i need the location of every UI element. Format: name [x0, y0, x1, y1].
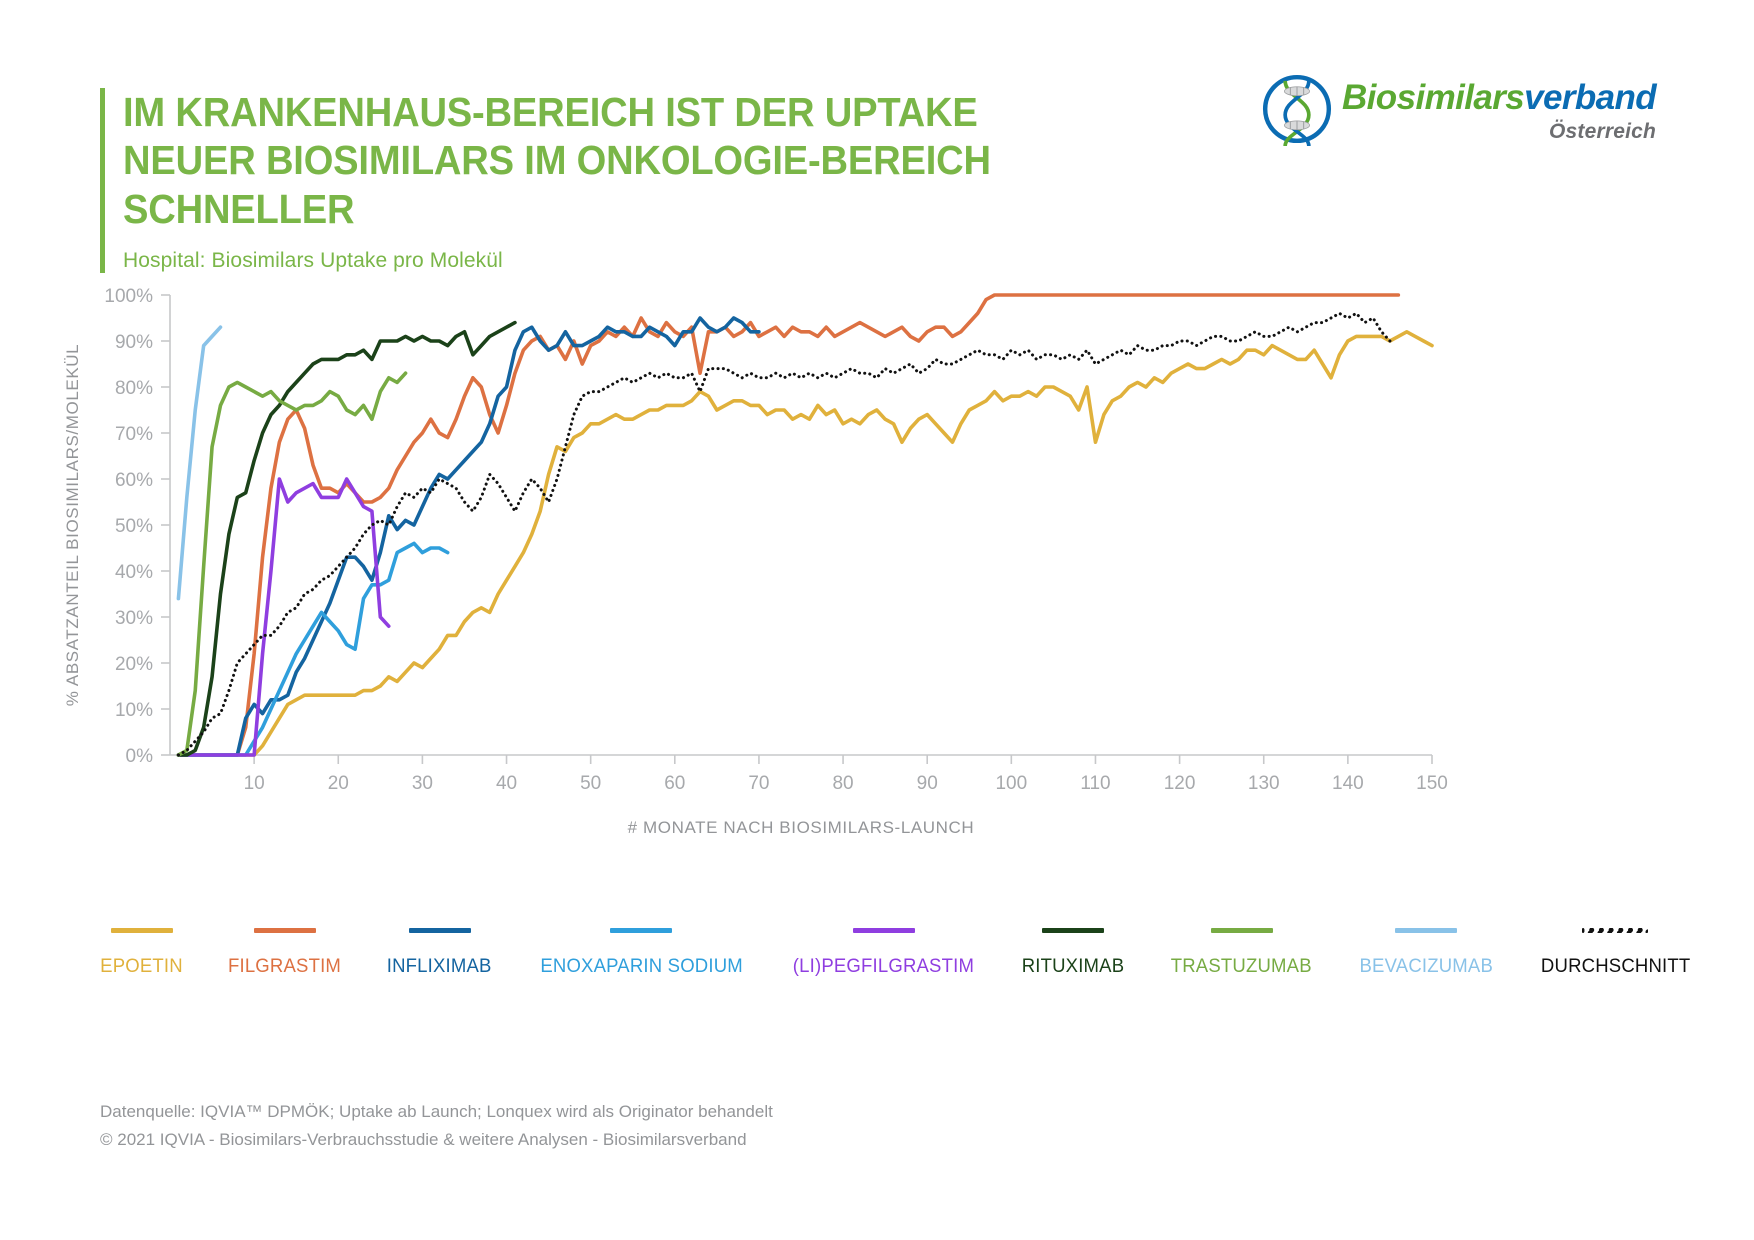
series-line-rituximab — [176, 320, 517, 757]
svg-text:110: 110 — [1080, 773, 1110, 794]
legend-item-trastuzumab[interactable]: TRASTUZUMAB — [1165, 928, 1317, 978]
legend-label-enoxaparin-sodium: ENOXAPARIN SODIUM — [540, 955, 743, 977]
svg-text:100%: 100% — [104, 286, 153, 307]
y-axis-tick-labels: 0% 10% 20% 30% 40% 50% 60% 70% 80% 90% 100% — [104, 286, 153, 767]
legend-item-enoxaparin-sodium[interactable]: ENOXAPARIN SODIUM — [533, 928, 750, 978]
logo-word-biosimilars: Biosimilars — [1342, 78, 1525, 117]
legend-item-epoetin[interactable]: EPOETIN — [96, 928, 187, 978]
y-axis-title: % ABSATZANTEIL BIOSIMILARS/MOLEKÜL — [63, 344, 82, 706]
svg-text:20: 20 — [328, 773, 349, 794]
legend-swatch-bevacizumab — [1395, 928, 1458, 933]
legend-label-rituximab: RITUXIMAB — [1021, 955, 1125, 977]
svg-text:130: 130 — [1248, 773, 1280, 794]
series-line-epoetin — [176, 330, 1434, 757]
svg-text:10%: 10% — [115, 700, 153, 721]
x-axis-tick-labels: 10 20 30 40 50 60 70 80 90 100 110 120 130 140 150 — [244, 773, 1448, 794]
legend-item-filgrastim[interactable]: FILGRASTIM — [223, 928, 346, 978]
svg-text:100: 100 — [995, 773, 1027, 794]
svg-text:0%: 0% — [126, 746, 154, 767]
x-axis-title: # MONATE NACH BIOSIMILARS-LAUNCH — [628, 818, 975, 837]
logo-text: Biosimilarsverband Österreich — [1342, 72, 1657, 144]
page-subtitle: Hospital: Biosimilars Uptake pro Molekül — [123, 249, 503, 273]
svg-text:140: 140 — [1332, 773, 1364, 794]
line-chart: 0% 10% 20% 30% 40% 50% 60% 70% 80% 90% 100% 10 20 30… — [63, 286, 1448, 837]
y-axis-tick-marks — [161, 294, 170, 756]
legend-swatch-trastuzumab — [1210, 928, 1273, 933]
svg-text:90: 90 — [917, 773, 938, 794]
svg-text:10: 10 — [244, 773, 265, 794]
logo-subtitle: Österreich — [1549, 120, 1657, 143]
svg-text:30%: 30% — [115, 608, 153, 629]
series-line-filgrastim — [176, 293, 1401, 757]
legend-swatch-durchschnitt — [1582, 928, 1649, 933]
footer: Datenquelle: IQVIA™ DPMÖK; Uptake ab Lau… — [100, 1098, 773, 1154]
footer-source-line: Datenquelle: IQVIA™ DPMÖK; Uptake ab Lau… — [100, 1102, 773, 1121]
legend-label-bevacizumab: BEVACIZUMAB — [1359, 955, 1494, 977]
logo: Biosimilarsverband Österreich — [1260, 72, 1657, 146]
legend-item-li-pegfilgrastim[interactable]: (LI)PEGFILGRASTIM — [786, 928, 981, 978]
chart-legend: EPOETIN FILGRASTIM INFLIXIMAB ENOXAPARIN SO… — [96, 928, 1696, 978]
svg-text:90%: 90% — [115, 332, 153, 353]
series-line-enoxaparin-sodium — [176, 541, 450, 757]
svg-text:20%: 20% — [115, 654, 153, 675]
logo-wordmark: Biosimilarsverband — [1342, 78, 1657, 117]
legend-label-li-pegfilgrastim: (LI)PEGFILGRASTIM — [793, 955, 975, 977]
page-title: IM KRANKENHAUS-BEREICH IST DER UPTAKE NE… — [123, 89, 991, 232]
legend-swatch-epoetin — [110, 928, 173, 933]
svg-text:40: 40 — [496, 773, 517, 794]
svg-text:70: 70 — [748, 773, 769, 794]
legend-item-infliximab[interactable]: INFLIXIMAB — [382, 928, 496, 978]
svg-text:50: 50 — [580, 773, 601, 794]
legend-swatch-enoxaparin-sodium — [610, 928, 673, 933]
legend-item-bevacizumab[interactable]: BEVACIZUMAB — [1354, 928, 1499, 978]
svg-text:40%: 40% — [115, 562, 153, 583]
svg-text:60: 60 — [664, 773, 685, 794]
legend-swatch-infliximab — [408, 928, 471, 933]
legend-item-durchschnitt[interactable]: DURCHSCHNITT — [1535, 928, 1696, 978]
svg-text:80: 80 — [832, 773, 853, 794]
chart-plot-area: 0% 10% 20% 30% 40% 50% 60% 70% 80% 90% 100% 10 20 30… — [0, 255, 1754, 845]
legend-label-durchschnitt: DURCHSCHNITT — [1540, 955, 1691, 977]
series-line-durchschnitt — [176, 311, 1392, 757]
header: IM KRANKENHAUS-BEREICH IST DER UPTAKE NE… — [0, 0, 1754, 274]
series-line-li-pegfilgrastim — [176, 477, 391, 757]
footer-copyright-line: © 2021 IQVIA - Biosimilars-Verbrauchsstu… — [100, 1130, 747, 1150]
dna-helix-icon — [1262, 74, 1332, 146]
svg-text:80%: 80% — [115, 378, 153, 399]
legend-label-infliximab: INFLIXIMAB — [387, 955, 492, 977]
series-line-bevacizumab — [176, 325, 223, 601]
svg-text:50%: 50% — [115, 516, 153, 537]
svg-text:120: 120 — [1164, 773, 1196, 794]
svg-text:60%: 60% — [115, 470, 153, 491]
legend-label-trastuzumab: TRASTUZUMAB — [1171, 955, 1313, 977]
legend-swatch-filgrastim — [253, 928, 316, 933]
series-line-trastuzumab — [176, 371, 408, 757]
legend-label-epoetin: EPOETIN — [100, 955, 183, 977]
legend-swatch-rituximab — [1042, 928, 1105, 933]
logo-word-verband: verband — [1524, 78, 1657, 117]
x-axis-tick-marks — [253, 755, 1433, 764]
svg-text:70%: 70% — [115, 424, 153, 445]
series-lines — [176, 293, 1434, 757]
svg-text:150: 150 — [1416, 773, 1448, 794]
svg-text:30: 30 — [412, 773, 433, 794]
legend-item-rituximab[interactable]: RITUXIMAB — [1017, 928, 1129, 978]
legend-label-filgrastim: FILGRASTIM — [228, 955, 342, 977]
legend-swatch-li-pegfilgrastim — [852, 928, 915, 933]
title-block: IM KRANKENHAUS-BEREICH IST DER UPTAKE NE… — [100, 88, 1163, 274]
